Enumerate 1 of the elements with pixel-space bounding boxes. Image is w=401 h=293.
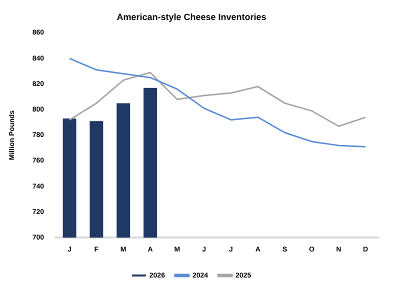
- chart-title: American-style Cheese Inventories: [116, 12, 266, 22]
